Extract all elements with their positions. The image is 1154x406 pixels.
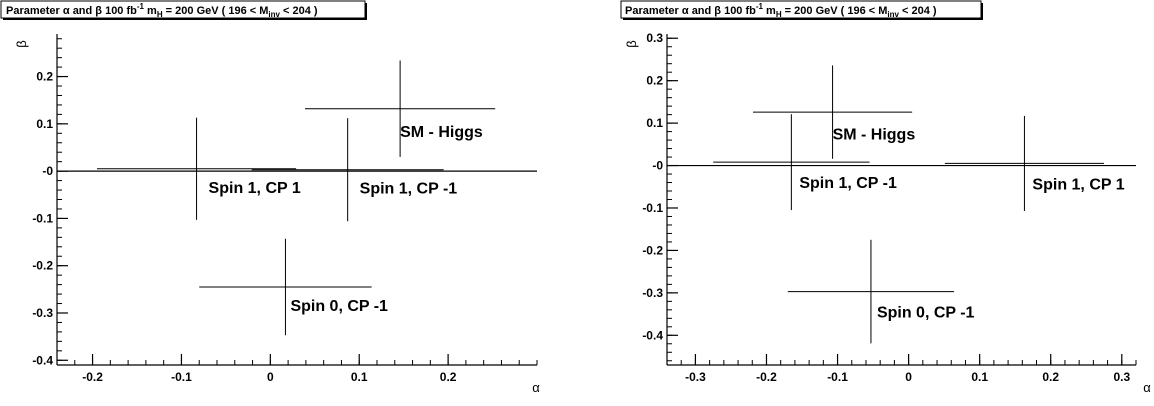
x-tick-label-right: 0.1 [971, 370, 988, 384]
x-tick-label-right: 0.2 [1042, 370, 1059, 384]
point-label: Spin 0, CP -1 [877, 305, 975, 322]
x-tick-label-right: -0.2 [756, 370, 777, 384]
title-left-minv-sub: inv [268, 10, 280, 19]
x-tick-label-left: -0.2 [82, 370, 103, 384]
title-right-lumi-exp: -1 [756, 2, 764, 11]
y-tick-label-left: -0.4 [32, 353, 53, 367]
y-axis-title-left: β [14, 40, 29, 47]
x-axis-title-right: α [1143, 380, 1151, 395]
point-label: Spin 0, CP -1 [290, 298, 388, 315]
y-tick-label-right: 0.1 [646, 116, 663, 130]
title-left-prefix: Parameter α and β 100 fb [6, 5, 137, 17]
x-tick-label-left: 0.2 [440, 370, 457, 384]
x-tick-label-right: 0 [905, 370, 912, 384]
title-right-minv-sub: inv [887, 10, 899, 19]
y-tick-label-left: 0.1 [36, 117, 53, 131]
y-tick-label-left: -0 [42, 164, 53, 178]
y-tick-label-left: -0.1 [32, 211, 53, 225]
data-point-right-0: SM - Higgs [752, 65, 916, 159]
title-right-mass-sub: H [776, 10, 782, 19]
x-tick-label-right: 0.3 [1113, 370, 1130, 384]
title-left-lumi-exp: -1 [137, 2, 145, 11]
y-tick-label-right: -0.1 [642, 201, 663, 215]
title-left-suffix: < 204 ) [280, 5, 318, 17]
x-tick-label-left: 0.1 [351, 370, 368, 384]
svg-text:Parameter α and β 100 fb-1 mH: Parameter α and β 100 fb-1 mH = 200 GeV … [625, 2, 937, 19]
y-tick-label-right: -0.3 [642, 286, 663, 300]
data-point-right-1: Spin 1, CP -1 [713, 114, 897, 211]
x-tick-label-right: -0.1 [827, 370, 848, 384]
data-point-right-3: Spin 0, CP -1 [787, 239, 975, 344]
point-label: Spin 1, CP -1 [360, 181, 458, 198]
chart-title-right: Parameter α and β 100 fb-1 mH = 200 GeV … [620, 0, 983, 20]
plot-area-right: -0.4 -0.3 -0.2 -0.1 -0 0.1 0.2 0.3 -0.3 -0.2 -0.1 0… [642, 31, 1137, 384]
y-axis-title-right: β [624, 40, 639, 47]
title-right-mass-value: = 200 GeV ( 196 < M [782, 5, 888, 17]
y-tick-label-left: 0.2 [36, 70, 53, 84]
data-point-left-1: Spin 1, CP 1 [97, 117, 301, 220]
y-tick-label-right: -0 [652, 159, 663, 173]
title-right-mass: m [763, 5, 776, 17]
point-label: SM - Higgs [400, 124, 483, 141]
y-tick-label-right: 0.2 [646, 74, 663, 88]
x-axis-title-left: α [532, 380, 540, 395]
chart-title-left: Parameter α and β 100 fb-1 mH = 200 GeV … [0, 0, 367, 20]
title-right-suffix: < 204 ) [899, 5, 937, 17]
title-left-mass-sub: H [157, 10, 163, 19]
svg-text:Parameter α and β 100 fb-1 mH: Parameter α and β 100 fb-1 mH = 200 GeV … [6, 2, 318, 19]
data-point-left-2: Spin 1, CP -1 [251, 118, 458, 222]
point-label: Spin 1, CP 1 [1032, 176, 1124, 193]
data-point-left-3: Spin 0, CP -1 [199, 238, 388, 336]
y-tick-label-right: -0.2 [642, 243, 663, 257]
title-right-prefix: Parameter α and β 100 fb [625, 5, 756, 17]
x-tick-label-right: -0.3 [685, 370, 706, 384]
data-point-right-2: Spin 1, CP 1 [944, 115, 1125, 211]
data-point-left-0: SM - Higgs [305, 60, 496, 157]
point-label: Spin 1, CP 1 [209, 180, 301, 197]
y-tick-label-left: -0.3 [32, 306, 53, 320]
title-left-mass-value: = 200 GeV ( 196 < M [163, 5, 269, 17]
y-tick-label-right: 0.3 [646, 31, 663, 45]
y-tick-label-right: -0.4 [642, 328, 663, 342]
title-left-mass: m [144, 5, 157, 17]
x-tick-label-left: -0.1 [171, 370, 192, 384]
point-label: SM - Higgs [833, 126, 916, 143]
point-label: Spin 1, CP -1 [799, 175, 897, 192]
plot-area-left: -0.4 -0.3 -0.2 -0.1 -0 0.1 0.2 -0.2 -0.1 0 0.1 0.2 S… [32, 34, 538, 384]
y-tick-label-left: -0.2 [32, 259, 53, 273]
x-tick-label-left: 0 [267, 370, 274, 384]
